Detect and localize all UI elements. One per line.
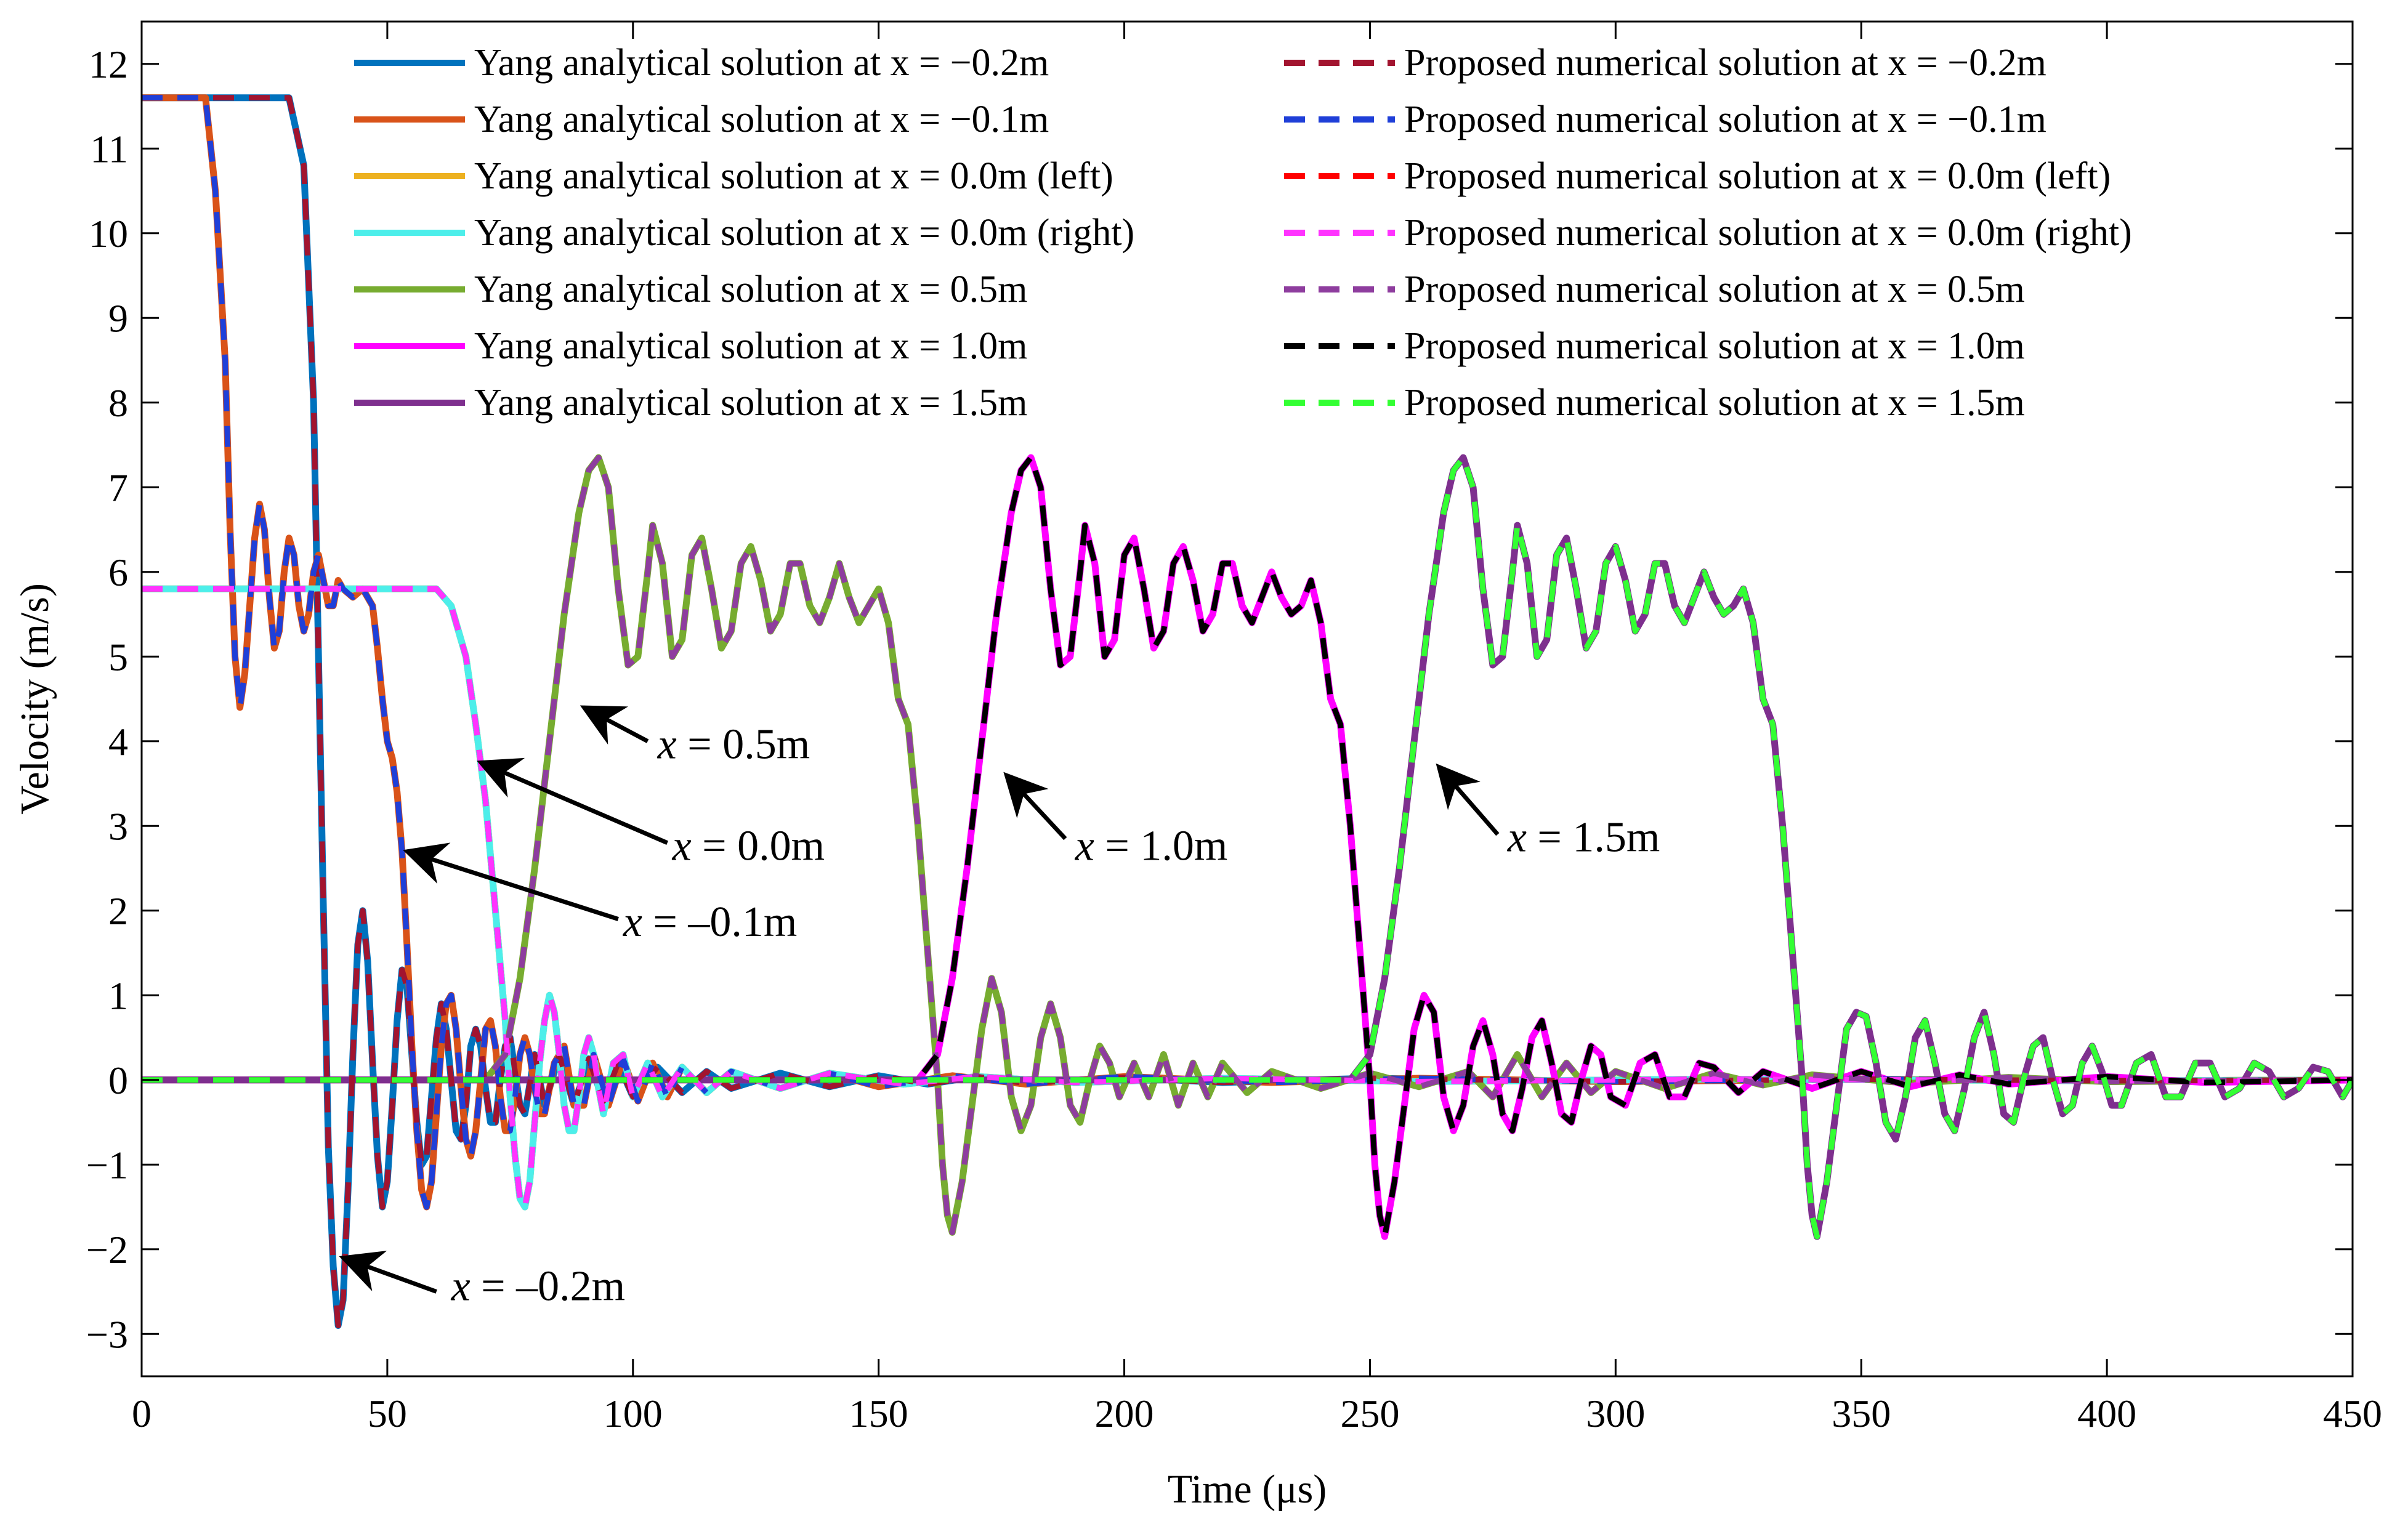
y-tick-label: 7 [108, 466, 128, 509]
series-layer [142, 94, 2353, 1329]
annotation-label-x-0-0: x = 0.0m [672, 822, 825, 869]
y-tick-label: −2 [86, 1228, 128, 1272]
y-tick-label: 1 [108, 974, 128, 1017]
x-axis-label: Time (μs) [1168, 1467, 1327, 1512]
legend-entry-4: Yang analytical solution at x = 0.5m [474, 268, 1027, 310]
legend-entry-5: Yang analytical solution at x = 1.0m [474, 325, 1027, 367]
annotation-arrow-x-minus-0-2 [339, 1251, 437, 1294]
plot-area-frame [140, 20, 2354, 1378]
x-tick-label: 300 [1586, 1392, 1645, 1435]
x-tick-label: 350 [1832, 1392, 1891, 1435]
legend-entry-11: Proposed numerical solution at x = 0.5m [1404, 268, 2025, 310]
y-tick-label: 12 [89, 42, 128, 86]
y-tick-label: −1 [86, 1143, 128, 1187]
legend-entry-7: Proposed numerical solution at x = −0.2m [1404, 42, 2046, 84]
series-line-7 [142, 95, 2353, 1328]
x-tick-label: 100 [604, 1392, 663, 1435]
y-tick-label: 8 [108, 381, 128, 425]
annotations: x = –0.2m x = –0.1m x = 0.0m x = 0.5m x = 1.… [339, 705, 1660, 1310]
annotation-arrow-x-1-5 [1436, 763, 1500, 836]
legend-entry-3: Yang analytical solution at x = 0.0m (ri… [474, 212, 1134, 254]
annotation-arrow-x-1-0 [1003, 772, 1067, 841]
legend-entry-2: Yang analytical solution at x = 0.0m (le… [474, 155, 1113, 197]
annotation-arrow-x-0-0 [477, 757, 669, 845]
series-line-13 [142, 454, 2353, 1240]
x-tick-label: 200 [1095, 1392, 1154, 1435]
legend: Yang analytical solution at x = −0.2m Yan… [354, 42, 2132, 424]
annotation-label-x-0-5: x = 0.5m [657, 720, 810, 768]
annotation-label-x-1-5: x = 1.5m [1507, 814, 1660, 861]
series-line-8 [142, 95, 2353, 1210]
series-line-11 [142, 454, 2353, 1235]
y-tick-label: 5 [108, 635, 128, 679]
y-tick-label: 3 [108, 804, 128, 848]
y-tick-label: 9 [108, 296, 128, 340]
x-tick-label: 400 [2077, 1392, 2136, 1435]
y-tick-label: 11 [90, 127, 128, 171]
legend-entry-13: Proposed numerical solution at x = 1.5m [1404, 382, 2025, 424]
x-tick-label: 450 [2323, 1392, 2382, 1435]
series-line-12 [142, 454, 2353, 1240]
legend-entry-9: Proposed numerical solution at x = 0.0m … [1404, 155, 2111, 197]
legend-entry-1: Yang analytical solution at x = −0.1m [474, 99, 1049, 140]
legend-entry-0: Yang analytical solution at x = −0.2m [474, 42, 1049, 84]
annotation-label-x-1-0: x = 1.0m [1075, 822, 1228, 869]
annotation-label-x-minus-0-2: x = –0.2m [451, 1262, 626, 1310]
legend-entry-12: Proposed numerical solution at x = 1.0m [1404, 325, 2025, 367]
y-tick-label: −3 [86, 1312, 128, 1356]
x-tick-label: 0 [132, 1392, 152, 1435]
x-tick-label: 150 [849, 1392, 908, 1435]
y-tick-label: 2 [108, 889, 128, 933]
y-axis-label: Velocity (m/s) [12, 583, 57, 815]
y-tick-label: 6 [108, 551, 128, 594]
x-tick-label: 250 [1340, 1392, 1399, 1435]
series-line-10 [142, 586, 2353, 1210]
y-tick-label: 0 [108, 1059, 128, 1102]
legend-entry-8: Proposed numerical solution at x = −0.1m [1404, 99, 2046, 140]
annotation-label-x-minus-0-1: x = –0.1m [623, 898, 798, 946]
annotation-arrow-x-minus-0-1 [403, 842, 619, 921]
y-tick-label: 4 [108, 720, 128, 764]
annotation-arrow-x-0-5 [580, 705, 649, 745]
legend-entry-10: Proposed numerical solution at x = 0.0m … [1404, 212, 2132, 254]
y-tick-label: 10 [89, 212, 128, 256]
x-tick-label: 50 [368, 1392, 407, 1435]
legend-entry-6: Yang analytical solution at x = 1.5m [474, 382, 1027, 424]
axis-ticks: 0 50 100 150 200 250 300 350 400 450−3−2−10123456… [86, 22, 2382, 1435]
